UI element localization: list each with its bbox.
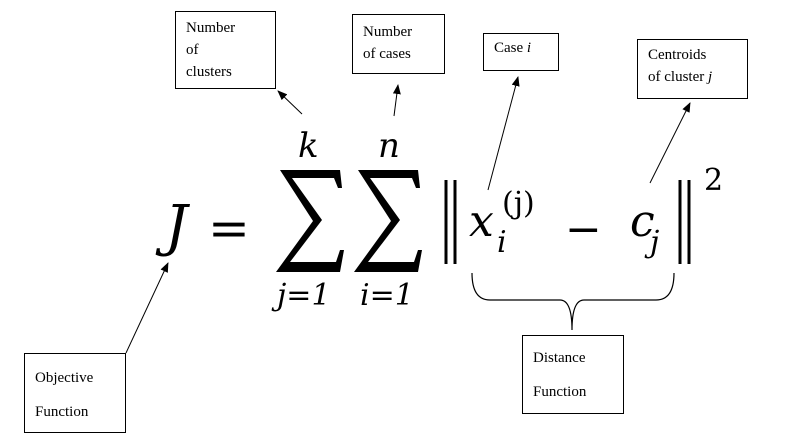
sum1-sigma-symbol — [276, 170, 344, 272]
sum1-lower-limit: j=1 — [271, 278, 331, 313]
distance-function-label: Distance Function — [522, 335, 624, 414]
squared-exponent: 2 — [704, 163, 723, 198]
sum2-sigma-symbol — [354, 170, 422, 272]
sum2-lower-limit: i=1 — [360, 278, 414, 313]
sum1-upper-limit: k — [298, 126, 319, 166]
arrow-num-cases — [392, 84, 401, 117]
arrow-case-i — [487, 76, 520, 191]
arrow-num-clusters — [277, 90, 303, 115]
number-of-clusters-label: Number of clusters — [175, 11, 276, 89]
distance-brace — [471, 272, 675, 331]
x-variable: x — [469, 196, 494, 247]
equals-sign: = — [208, 199, 250, 257]
x-superscript: (j) — [502, 186, 535, 221]
arrow-objective — [125, 262, 169, 354]
number-of-cases-label: Number of cases — [352, 14, 445, 74]
c-variable: c — [630, 196, 655, 247]
centroids-label: Centroids of cluster j — [637, 39, 748, 99]
minus-sign: − — [565, 204, 602, 255]
norm-right-bars — [678, 180, 691, 264]
arrow-centroids — [649, 102, 691, 184]
objective-function-label: Objective Function — [24, 353, 126, 433]
norm-left-bars — [444, 180, 457, 264]
case-i-label: Case i — [483, 33, 559, 71]
sum2-upper-limit: n — [378, 126, 400, 166]
x-subscript: i — [497, 225, 507, 260]
objective-symbol-j: J — [155, 194, 191, 259]
